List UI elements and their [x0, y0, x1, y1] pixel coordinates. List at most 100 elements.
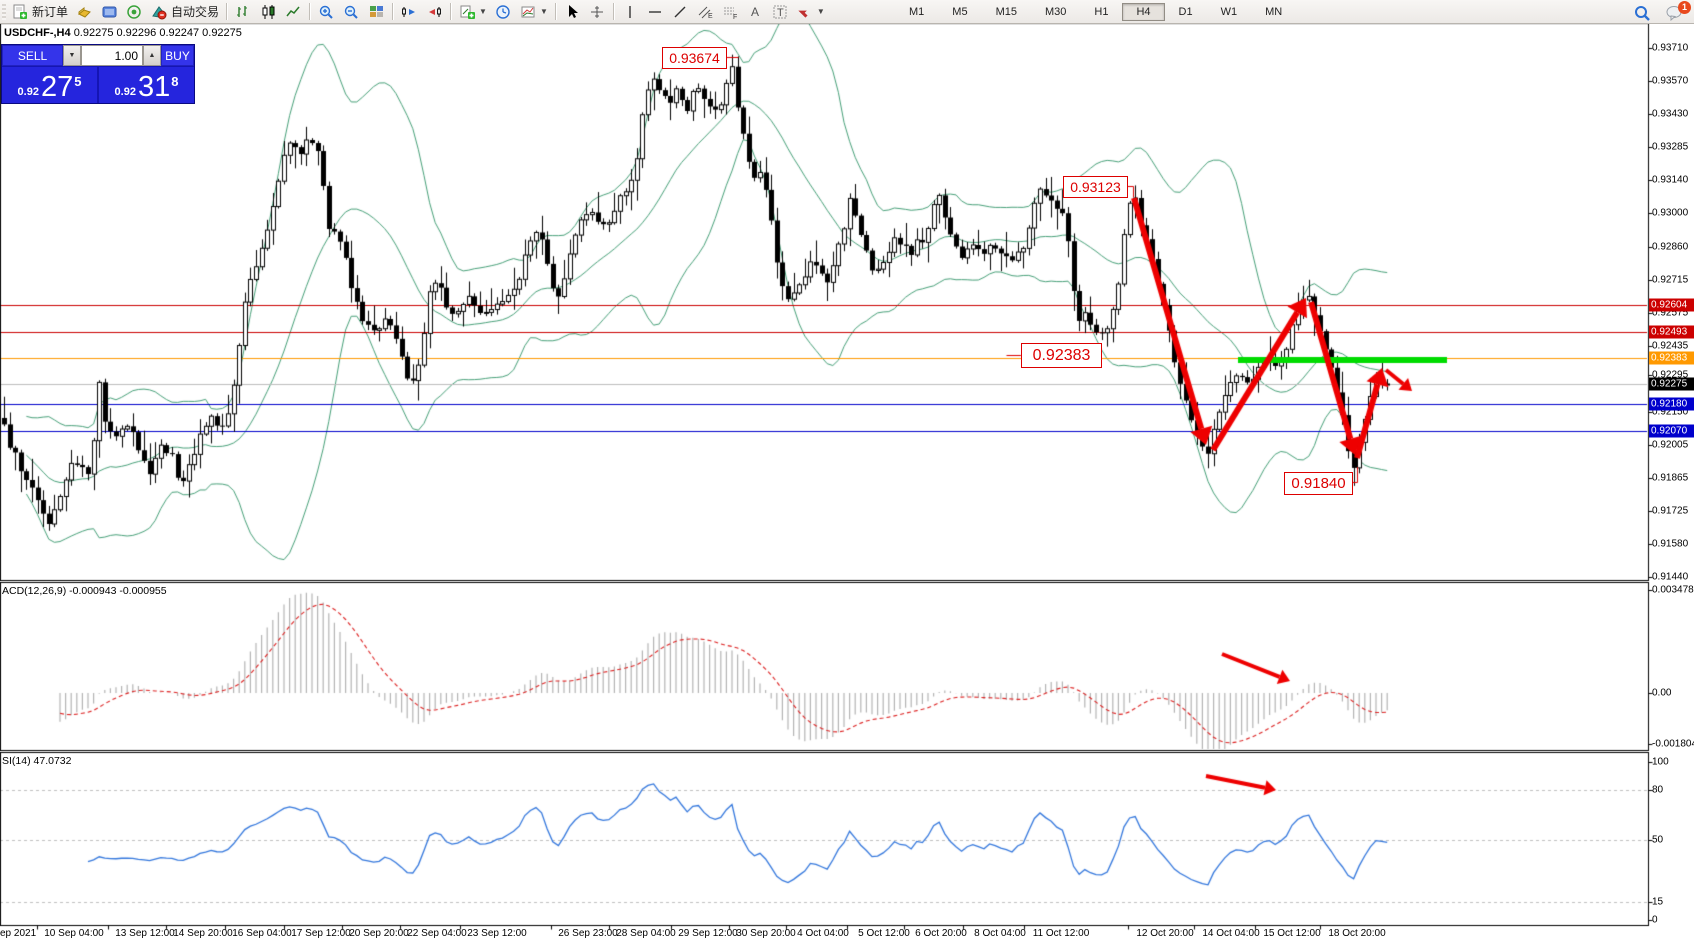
time-axis-label: 29 Sep 12:00 — [678, 928, 738, 939]
time-axis-label: 22 Sep 04:00 — [407, 928, 467, 939]
text-label-icon: T — [772, 4, 789, 20]
sell-button[interactable]: SELL — [2, 45, 63, 66]
cursor-icon — [564, 4, 581, 20]
cursor-button[interactable] — [560, 1, 585, 23]
price-axis-tick: 0.93140 — [1652, 174, 1689, 186]
price-annotation-label[interactable]: 0.92383 — [1021, 343, 1102, 368]
chart-shift-button[interactable] — [422, 1, 447, 23]
time-axis-label: 15 Oct 12:00 — [1263, 928, 1321, 939]
zoom-in-button[interactable] — [314, 1, 339, 23]
svg-text:F: F — [733, 14, 737, 20]
toolbar-separator — [612, 3, 615, 20]
timeframe-h4-button[interactable]: H4 — [1122, 2, 1165, 21]
gold-bar-icon — [76, 4, 93, 20]
chart-ohlc-header: USDCHF-,H4 0.92275 0.92296 0.92247 0.922… — [4, 27, 242, 39]
period-button[interactable] — [491, 1, 516, 23]
zoom-out-icon — [343, 4, 360, 20]
equidistant-channel-tool[interactable]: E — [693, 1, 718, 23]
time-axis-label: 14 Sep 20:00 — [173, 928, 233, 939]
horizontal-line-icon — [647, 4, 664, 20]
buy-button[interactable]: BUY — [161, 45, 194, 66]
rsi-axis-tick: 0 — [1652, 914, 1658, 926]
arrows-tool[interactable]: ▼ — [793, 1, 829, 23]
toolbar-separator — [226, 3, 229, 20]
svg-text:E: E — [708, 13, 713, 20]
price-axis-tick: 0.93710 — [1652, 42, 1689, 54]
price-axis-tick: 0.92435 — [1652, 340, 1689, 352]
time-axis-label: 26 Sep 23:00 — [558, 928, 618, 939]
auto-scroll-button[interactable] — [397, 1, 422, 23]
time-axis-label: 12 Oct 20:00 — [1136, 928, 1194, 939]
fibonacci-tool[interactable]: F — [718, 1, 743, 23]
indicators-template-button[interactable]: ▼ — [516, 1, 552, 23]
timeframe-m15-button[interactable]: M15 — [995, 5, 1017, 18]
price-annotation-label[interactable]: 0.91840 — [1284, 472, 1353, 495]
ohlc-values: 0.92275 0.92296 0.92247 0.92275 — [73, 27, 242, 39]
market-watch-button[interactable] — [72, 1, 97, 23]
one-click-trading-panel: SELL ▼ 1.00 ▲ BUY 0.92 27 5 0.92 31 8 — [1, 44, 195, 104]
timeframe-m30-button[interactable]: M30 — [1044, 5, 1067, 18]
price-annotation-label[interactable]: 0.93123 — [1063, 176, 1128, 198]
new-order-icon — [12, 4, 29, 20]
time-axis-label: 10 Sep 04:00 — [44, 928, 104, 939]
sell-price-display[interactable]: 0.92 27 5 — [2, 67, 97, 103]
time-axis-label: 30 Sep 20:00 — [736, 928, 796, 939]
new-order-button[interactable]: 新订单 — [8, 1, 72, 23]
rsi-axis-tick: 50 — [1652, 834, 1664, 846]
time-axis-label: ep 2021 — [0, 928, 37, 939]
line-chart-icon — [285, 4, 302, 20]
price-axis-tick: 0.93570 — [1652, 75, 1689, 87]
buy-price-sup: 8 — [171, 74, 179, 89]
toolbar-separator — [392, 3, 395, 20]
timeframe-mn-button[interactable]: MN — [1265, 5, 1283, 18]
timeframe-m5-button[interactable]: M5 — [952, 5, 968, 18]
buy-price-display[interactable]: 0.92 31 8 — [99, 67, 194, 103]
notifications-button[interactable]: 1 — [1662, 1, 1691, 22]
price-annotation-label[interactable]: 0.93674 — [662, 47, 727, 69]
signals-button[interactable] — [122, 1, 147, 23]
volume-increase-button[interactable]: ▲ — [143, 45, 161, 66]
time-axis-label: 13 Sep 12:00 — [115, 928, 175, 939]
timeframe-m1-button[interactable]: M1 — [909, 5, 925, 18]
trendline-tool[interactable] — [668, 1, 693, 23]
volume-decrease-button[interactable]: ▼ — [63, 45, 81, 66]
text-icon: A — [747, 4, 764, 20]
text-label-tool[interactable]: T — [768, 1, 793, 23]
price-level-badge: 0.92275 — [1649, 377, 1694, 391]
line-chart-button[interactable] — [281, 1, 306, 23]
timeframe-d1-button[interactable]: D1 — [1178, 5, 1193, 18]
charts-button[interactable] — [97, 1, 122, 23]
price-level-badge: 0.92383 — [1649, 351, 1694, 365]
text-tool[interactable]: A — [743, 1, 768, 23]
toolbar-right-group: 1 — [1629, 1, 1691, 23]
zoom-out-button[interactable] — [339, 1, 364, 23]
time-axis-label: 18 Oct 20:00 — [1328, 928, 1386, 939]
vertical-line-tool[interactable] — [618, 1, 643, 23]
candlestick-chart-button[interactable] — [256, 1, 281, 23]
bar-chart-button[interactable] — [231, 1, 256, 23]
timeframe-h1-button[interactable]: H1 — [1094, 5, 1109, 18]
horizontal-line-tool[interactable] — [643, 1, 668, 23]
indicators-icon — [520, 4, 537, 20]
new-chart-button[interactable]: ▼ — [455, 1, 491, 23]
channel-icon: E — [697, 4, 714, 20]
price-axis-tick: 0.91725 — [1652, 505, 1689, 517]
time-axis-label: 8 Oct 04:00 — [974, 928, 1026, 939]
crosshair-button[interactable] — [585, 1, 610, 23]
notification-count-badge: 1 — [1678, 1, 1691, 14]
timeframe-w1-button[interactable]: W1 — [1220, 5, 1238, 18]
macd-axis-tick: 0.00 — [1652, 687, 1672, 699]
svg-text:T: T — [777, 7, 784, 19]
chart-shift-icon — [426, 4, 443, 20]
tile-windows-button[interactable] — [364, 1, 389, 23]
search-button[interactable] — [1629, 1, 1654, 23]
symbol-period-label: USDCHF-,H4 — [4, 27, 71, 39]
toolbar-separator — [554, 3, 557, 20]
macd-axis-tick: -0.001804 — [1652, 738, 1694, 750]
auto-trading-button[interactable]: 自动交易 — [147, 1, 223, 23]
new-order-label: 新订单 — [32, 5, 69, 19]
volume-field[interactable]: 1.00 — [81, 45, 143, 66]
price-level-badge: 0.92180 — [1649, 397, 1694, 411]
